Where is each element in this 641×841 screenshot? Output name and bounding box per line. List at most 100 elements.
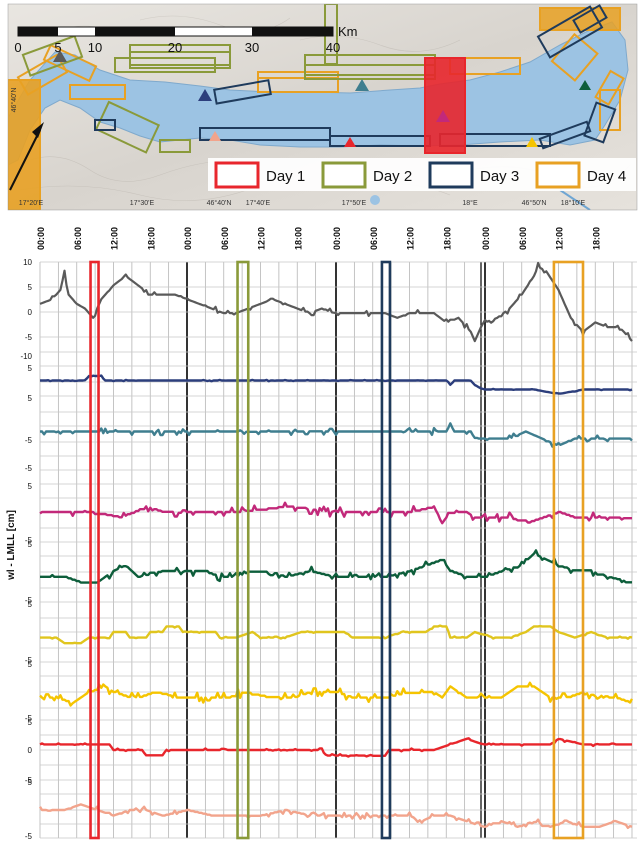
series-line: [39, 261, 633, 343]
timeseries-series: [38, 261, 634, 830]
pond: [370, 195, 380, 205]
time-tick: 00:00: [332, 227, 342, 250]
lake-body: [8, 21, 629, 166]
y-tick: 5: [28, 718, 33, 727]
timeseries-grid: [39, 261, 637, 839]
day1-tracks: [424, 57, 466, 154]
scale-label: 5: [54, 40, 61, 55]
day-box: [236, 260, 250, 840]
legend-label: Day 2: [373, 168, 412, 185]
time-tick: 00:00: [36, 227, 46, 250]
station-marker-gray: [53, 50, 67, 62]
lat-tick: 46°50'N: [522, 199, 547, 207]
y-tick: -5: [25, 714, 33, 723]
station-marker-magenta: [436, 110, 450, 122]
series-line: [39, 737, 632, 758]
y-tick: 5: [28, 394, 33, 403]
legend-swatch: [321, 161, 367, 189]
longitude-ticks: 17°20'E 17°30'E 17°40'E 17°50'E 18°E 18°10'E: [19, 199, 586, 207]
map-frame: [7, 3, 638, 211]
series-line: [40, 374, 633, 395]
station-marker-navy: [198, 89, 212, 101]
day-highlight-boxes: [89, 260, 585, 840]
north-arrow-icon: [9, 122, 44, 191]
station-markers: [53, 50, 591, 147]
y-tick: -5: [25, 436, 33, 445]
time-tick: 12:00: [406, 227, 416, 250]
time-tick: 18:00: [293, 227, 303, 250]
legend-label: Day 3: [480, 168, 519, 185]
scale-label: 0: [14, 40, 21, 55]
time-tick: 06:00: [220, 227, 230, 250]
time-tick: 00:00: [481, 227, 491, 250]
lon-tick: 17°50'E: [342, 199, 367, 207]
series-line: [38, 803, 633, 830]
day2-tracks: [21, 4, 436, 154]
time-tick: 06:00: [369, 227, 379, 250]
y-tick: 0: [28, 308, 33, 317]
lon-tick: 17°30'E: [130, 199, 155, 207]
time-tick: 12:00: [257, 227, 267, 250]
station-marker-red: [344, 137, 356, 147]
station-marker-yellow: [526, 137, 538, 147]
latitude-ticks: 46°40'N 46°40'N 46°50'N: [10, 88, 546, 207]
y-tick: -5: [25, 464, 33, 473]
series-line: [40, 422, 633, 448]
legend-label: Day 1: [266, 168, 305, 185]
time-tick: 18:00: [442, 227, 452, 250]
map-legend: Day 1 Day 2 Day 3 Day 4: [208, 158, 636, 191]
series-line: [40, 549, 632, 584]
time-tick: 06:00: [518, 227, 528, 250]
time-tick: 12:00: [110, 227, 120, 250]
station-marker-salmon: [209, 131, 221, 141]
legend-swatch: [428, 161, 474, 189]
y-tick: 5: [28, 283, 33, 292]
timeseries-axes: 00:00 06:00 12:00 18:00 00:00 06:00 12:00 18:00…: [20, 227, 601, 841]
scale-label: 20: [168, 40, 182, 55]
time-tick: 18:00: [591, 227, 601, 250]
time-tick: 12:00: [555, 227, 565, 250]
time-tick: 00:00: [183, 227, 193, 250]
y-tick: -5: [25, 776, 33, 785]
day-box: [552, 260, 585, 840]
lon-tick: 17°20'E: [19, 199, 44, 207]
time-tick: 06:00: [73, 227, 83, 250]
y-tick: 5: [28, 540, 33, 549]
y-axis-label: wl - LMLL [cm]: [6, 510, 17, 581]
y-tick: -5: [25, 596, 33, 605]
station-marker-teal: [355, 79, 369, 91]
scale-label: 30: [245, 40, 259, 55]
legend-swatch: [214, 161, 260, 189]
scale-label: 40: [326, 40, 340, 55]
y-tick: -5: [25, 656, 33, 665]
scale-label: 10: [88, 40, 102, 55]
day-box: [89, 260, 100, 840]
y-tick: -5: [25, 333, 33, 342]
lat-tick: 46°40'N: [207, 199, 232, 207]
lon-tick: 17°40'E: [246, 199, 271, 207]
legend-swatch: [535, 161, 581, 189]
series-line: [39, 501, 632, 525]
scale-unit: Km: [338, 24, 358, 39]
y-tick: 5: [28, 778, 33, 787]
station-marker-darkgreen: [579, 80, 591, 90]
legend-label: Day 4: [587, 168, 626, 185]
y-tick: 5: [28, 600, 33, 609]
lat-tick: 46°40'N: [10, 88, 18, 113]
day-box: [380, 260, 392, 840]
y-tick: -5: [25, 832, 33, 841]
y-tick: 0: [28, 746, 33, 755]
time-tick: 18:00: [146, 227, 156, 250]
scale-bar: [17, 26, 334, 37]
series-line: [40, 624, 633, 645]
y-tick: 5: [28, 364, 33, 373]
y-tick: -5: [25, 536, 33, 545]
y-tick: -10: [20, 352, 32, 361]
y-tick: 5: [28, 482, 33, 491]
y-tick: 10: [23, 258, 32, 267]
series-line: [39, 681, 634, 707]
lon-tick: 18°10'E: [561, 199, 586, 207]
